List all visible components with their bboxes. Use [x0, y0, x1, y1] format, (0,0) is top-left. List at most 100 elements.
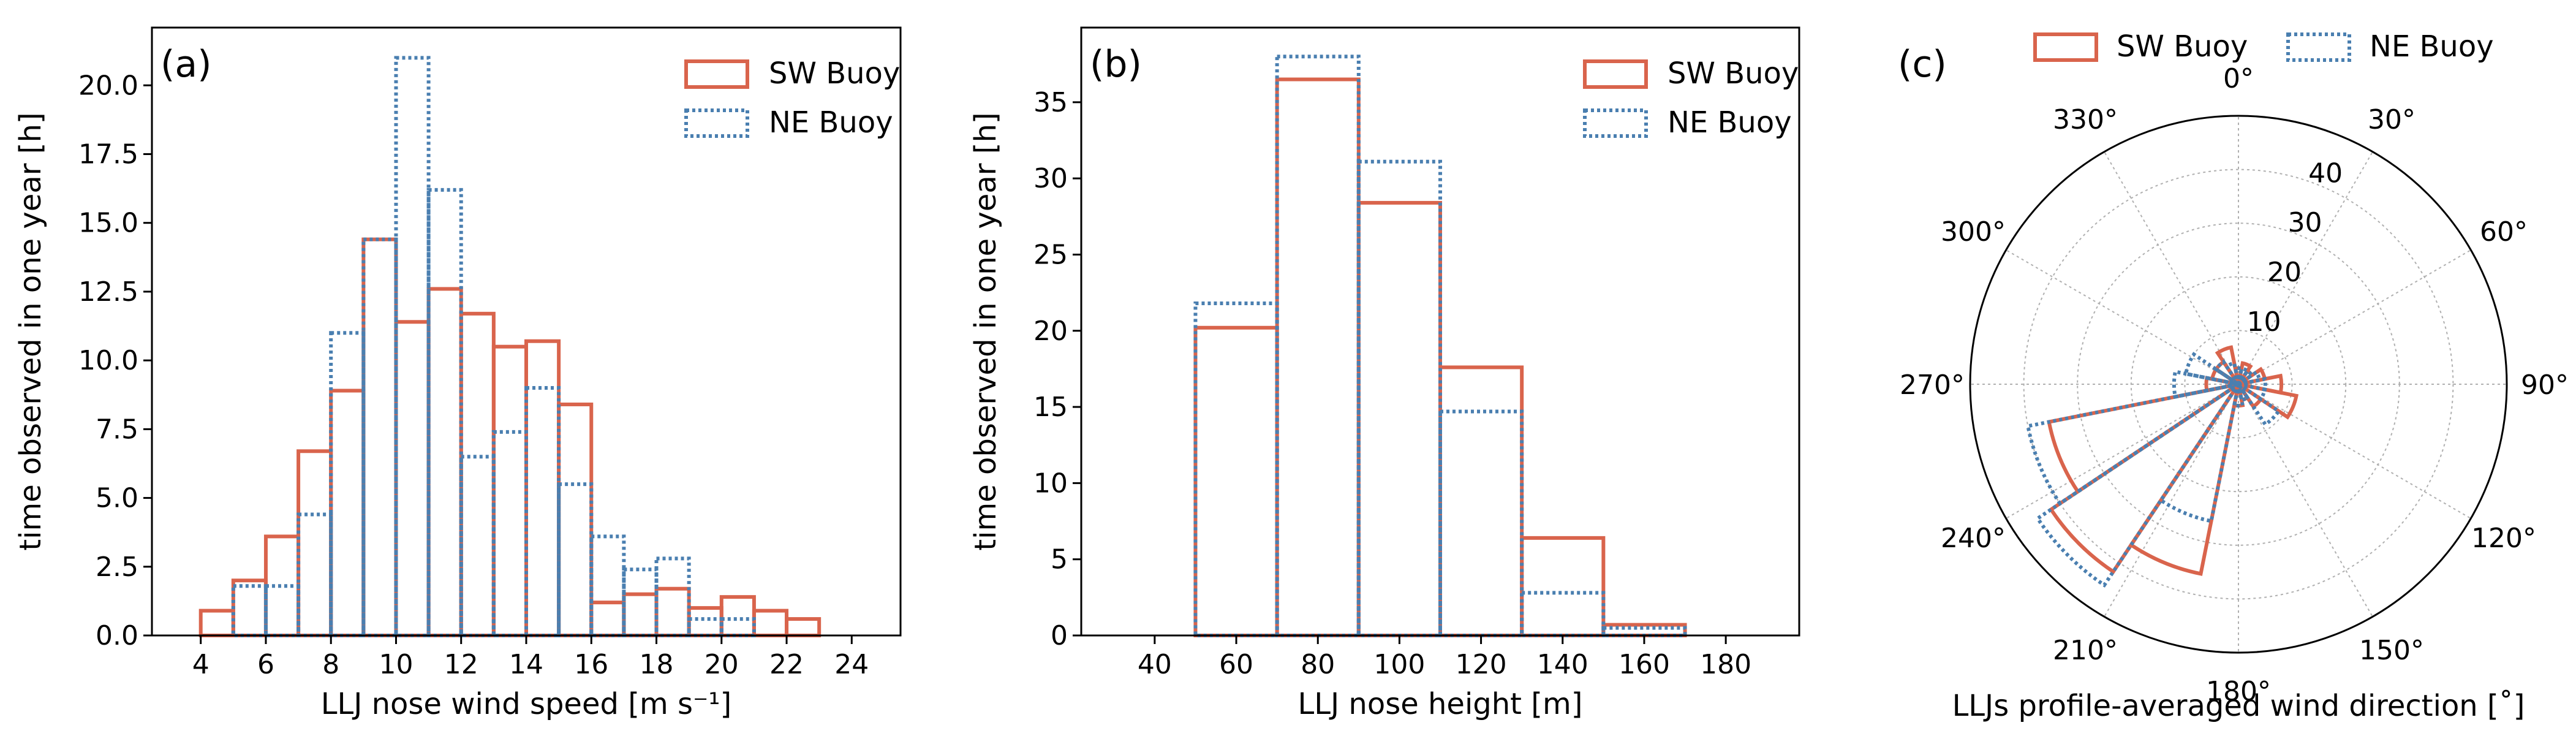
sector-ne-10 [2035, 382, 2240, 588]
y-tick-label: 10 [1033, 468, 1068, 499]
x-tick-label: 6 [257, 649, 274, 680]
y-tick-label: 30 [1033, 163, 1068, 194]
y-tick-label: 5 [1051, 544, 1068, 575]
bar-ne-12 [557, 482, 594, 638]
sector-ne-2 [2237, 368, 2255, 386]
polar-frame [1969, 115, 2508, 654]
sector-ne-3 [2237, 370, 2262, 386]
x-tick-label: 160 [1618, 649, 1670, 680]
bar-ne-1 [1193, 301, 1279, 637]
radial-tick-label: 20 [2267, 257, 2302, 288]
bar-ne-4 [297, 512, 333, 637]
angle-tick-label: 30° [2368, 104, 2415, 135]
angle-tick-label: 330° [2053, 104, 2118, 135]
sector-ne-11 [2025, 382, 2240, 506]
angular-grid-line [2238, 249, 2471, 385]
sector-ne-15 [2224, 361, 2240, 385]
bar-ne-8 [426, 188, 463, 637]
sector-sw-10 [2048, 382, 2240, 575]
sector-ne-9 [2158, 383, 2240, 523]
angular-grid-line [2238, 384, 2471, 519]
angle-tick-label: 0° [2223, 63, 2254, 94]
bar-ne-5 [329, 331, 366, 637]
y-tick-label: 0 [1051, 620, 1068, 651]
legend-swatch-ne [1583, 108, 1648, 138]
bar-ne-10 [491, 430, 529, 637]
bar-ne-16 [687, 617, 723, 637]
x-tick-label: 16 [574, 649, 608, 680]
bar-ne-6 [361, 237, 398, 637]
bar-sw-4 [1438, 365, 1524, 638]
sector-ne-1 [2237, 366, 2250, 385]
bar-sw-5 [1520, 536, 1606, 637]
bar-sw-2 [1275, 77, 1361, 638]
y-axis-label: time observed in one year [h] [13, 112, 48, 550]
legend-swatch-sw [684, 59, 749, 89]
bar-ne-15 [654, 556, 691, 638]
bar-sw-6 [361, 237, 398, 637]
bar-sw-17 [719, 595, 756, 638]
sector-ne-6 [2237, 382, 2281, 427]
x-tick-label: 24 [834, 649, 869, 680]
legend-swatch-sw [1583, 59, 1648, 89]
bar-sw-13 [589, 601, 626, 637]
y-tick-label: 20.0 [78, 70, 138, 101]
bar-ne-2 [1275, 55, 1361, 637]
bar-ne-11 [524, 386, 561, 638]
y-axis-label: time observed in one year [h] [969, 112, 1003, 550]
x-tick-label: 100 [1373, 649, 1425, 680]
angle-tick-label: 120° [2471, 523, 2536, 554]
x-tick-label: 18 [640, 649, 674, 680]
angular-grid-line [2104, 384, 2239, 617]
x-tick-label: 14 [509, 649, 543, 680]
radial-grid-circle [2130, 276, 2347, 493]
y-tick-label: 17.5 [78, 138, 138, 170]
radial-tick-label: 10 [2247, 306, 2281, 338]
x-tick-label: 140 [1537, 649, 1588, 680]
y-tick-label: 5.0 [96, 483, 138, 514]
x-axis-label: LLJs profile-averaged wind direction [˚] [1952, 689, 2525, 723]
angle-tick-label: 240° [1941, 523, 2006, 554]
panel-label: (a) [161, 43, 212, 86]
x-tick-label: 20 [704, 649, 739, 680]
angle-tick-label: 150° [2359, 635, 2424, 666]
sector-sw-11 [2047, 382, 2240, 495]
bar-ne-3 [263, 584, 301, 637]
x-tick-label: 8 [322, 649, 339, 680]
x-tick-label: 22 [769, 649, 804, 680]
legend-label-ne: NE Buoy [1668, 105, 1792, 140]
angular-grid-line [2006, 249, 2239, 385]
bar-ne-9 [459, 455, 496, 637]
angular-grid-line [2238, 151, 2373, 385]
legend-swatch-ne [2286, 32, 2351, 62]
chart-panel-b: 40 60 80 100 120 140 160 180 0 5 10 15 20 25 30 35 LLJ n… [969, 26, 1800, 721]
panel-label: (b) [1090, 43, 1142, 86]
bar-ne-3 [1356, 159, 1442, 637]
bar-ne-4 [1438, 409, 1524, 637]
sector-ne-8 [2232, 384, 2245, 408]
bar-sw-19 [785, 617, 822, 637]
chart-panel-a: 4 6 8 10 12 14 16 18 20 22 24 0.0 2.5 5.0 7.5 10.0 12.5 1… [13, 26, 902, 721]
angular-grid-line [2238, 384, 2373, 617]
legend-label-sw: SW Buoy [2117, 29, 2248, 64]
bar-sw-11 [524, 339, 561, 637]
y-tick-label: 15 [1033, 392, 1068, 423]
x-tick-label: 10 [379, 649, 413, 680]
bar-sw-7 [394, 320, 431, 638]
radial-grid-circle [2023, 169, 2454, 600]
bar-sw-8 [426, 287, 463, 637]
bar-sw-10 [491, 344, 529, 638]
x-tick-label: 80 [1301, 649, 1335, 680]
y-tick-label: 35 [1033, 87, 1068, 118]
legend-label-ne: NE Buoy [2370, 29, 2494, 64]
radial-tick-label: 30 [2288, 207, 2322, 238]
x-tick-label: 40 [1138, 649, 1172, 680]
bar-sw-3 [1356, 200, 1442, 637]
angle-tick-label: 270° [1900, 370, 1965, 401]
legend-swatch-sw [2033, 32, 2098, 62]
radial-tick-label: 40 [2308, 157, 2343, 189]
angular-grid-line [2006, 384, 2239, 519]
bar-sw-15 [654, 586, 691, 638]
x-axis-label: LLJ nose wind speed [m s⁻¹] [321, 687, 732, 721]
